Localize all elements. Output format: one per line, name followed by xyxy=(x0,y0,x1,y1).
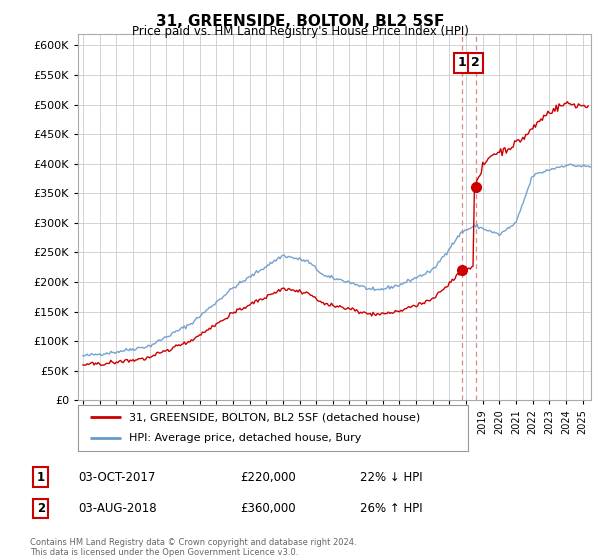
Text: 03-OCT-2017: 03-OCT-2017 xyxy=(78,470,155,484)
Text: 22% ↓ HPI: 22% ↓ HPI xyxy=(360,470,422,484)
Text: £220,000: £220,000 xyxy=(240,470,296,484)
Text: £360,000: £360,000 xyxy=(240,502,296,515)
Text: 1: 1 xyxy=(37,470,45,484)
Text: 2: 2 xyxy=(472,57,480,69)
Text: 31, GREENSIDE, BOLTON, BL2 5SF: 31, GREENSIDE, BOLTON, BL2 5SF xyxy=(156,14,444,29)
Text: 2: 2 xyxy=(37,502,45,515)
Text: Contains HM Land Registry data © Crown copyright and database right 2024.
This d: Contains HM Land Registry data © Crown c… xyxy=(30,538,356,557)
Text: HPI: Average price, detached house, Bury: HPI: Average price, detached house, Bury xyxy=(128,433,361,444)
Text: Price paid vs. HM Land Registry's House Price Index (HPI): Price paid vs. HM Land Registry's House … xyxy=(131,25,469,38)
Text: 1: 1 xyxy=(458,57,466,69)
Text: 31, GREENSIDE, BOLTON, BL2 5SF (detached house): 31, GREENSIDE, BOLTON, BL2 5SF (detached… xyxy=(128,412,420,422)
Text: 26% ↑ HPI: 26% ↑ HPI xyxy=(360,502,422,515)
Text: 03-AUG-2018: 03-AUG-2018 xyxy=(78,502,157,515)
